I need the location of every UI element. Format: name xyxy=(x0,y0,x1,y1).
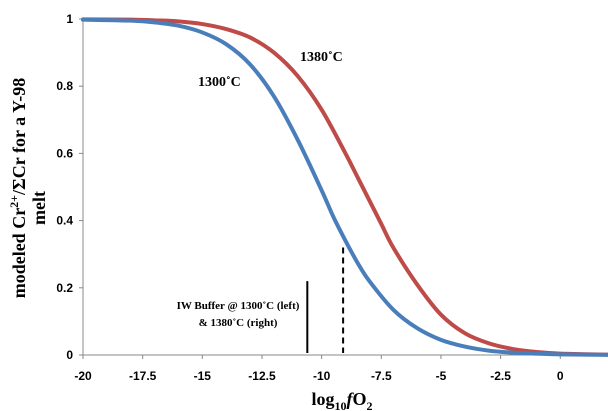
iw-buffer-lines xyxy=(306,247,345,353)
x-tick-label: -7.5 xyxy=(371,369,392,383)
iw-annotation-line1: IW Buffer @ 1300˚C (left) xyxy=(177,300,300,312)
x-axis-title: log10fO2 xyxy=(311,389,372,411)
x-title-sub10: 10 xyxy=(335,399,347,411)
series-group xyxy=(81,17,608,357)
series-line xyxy=(81,17,608,357)
y-tick-label: 0.4 xyxy=(56,214,73,228)
y-title-prefix: modeled Cr xyxy=(9,208,29,298)
x-tick-label: -2.5 xyxy=(490,369,511,383)
x-title-log: log xyxy=(311,389,334,409)
y-title-sup: 2+ xyxy=(7,195,21,208)
x-tick-label: -17.5 xyxy=(129,369,157,383)
iw-annotation-line2: & 1380˚C (right) xyxy=(199,317,278,329)
x-tick-label: -5 xyxy=(436,369,447,383)
x-tick-label: -12.5 xyxy=(248,369,276,383)
x-title-f: f xyxy=(347,389,355,409)
y-axis-title: modeled Cr2+/ΣCr for a Y-98 xyxy=(7,78,29,299)
series-line xyxy=(81,17,608,357)
y-ticks: 0 0.2 0.4 0.6 0.8 1 xyxy=(56,12,83,362)
x-title-sub2: 2 xyxy=(367,399,373,411)
x-tick-label: -20 xyxy=(74,369,92,383)
y-tick-label: 0.2 xyxy=(56,281,73,295)
y-title-suffix: /ΣCr for a Y-98 xyxy=(9,78,29,196)
label-1380: 1380˚C xyxy=(300,50,343,65)
y-tick-label: 0.6 xyxy=(56,146,73,160)
x-tick-label: -10 xyxy=(313,369,331,383)
label-1300: 1300˚C xyxy=(198,75,241,90)
y-tick-label: 0.8 xyxy=(56,79,73,93)
axes xyxy=(82,19,607,356)
x-title-o: O xyxy=(353,389,367,409)
y-tick-label: 0 xyxy=(66,348,73,362)
x-tick-label: 0 xyxy=(557,369,564,383)
y-tick-label: 1 xyxy=(66,12,73,26)
x-tick-label: -15 xyxy=(194,369,212,383)
y-axis-title-line2: melt xyxy=(29,191,49,225)
x-ticks: -20 -17.5 -15 -12.5 -10 -7.5 -5 -2.5 0 xyxy=(74,355,564,383)
